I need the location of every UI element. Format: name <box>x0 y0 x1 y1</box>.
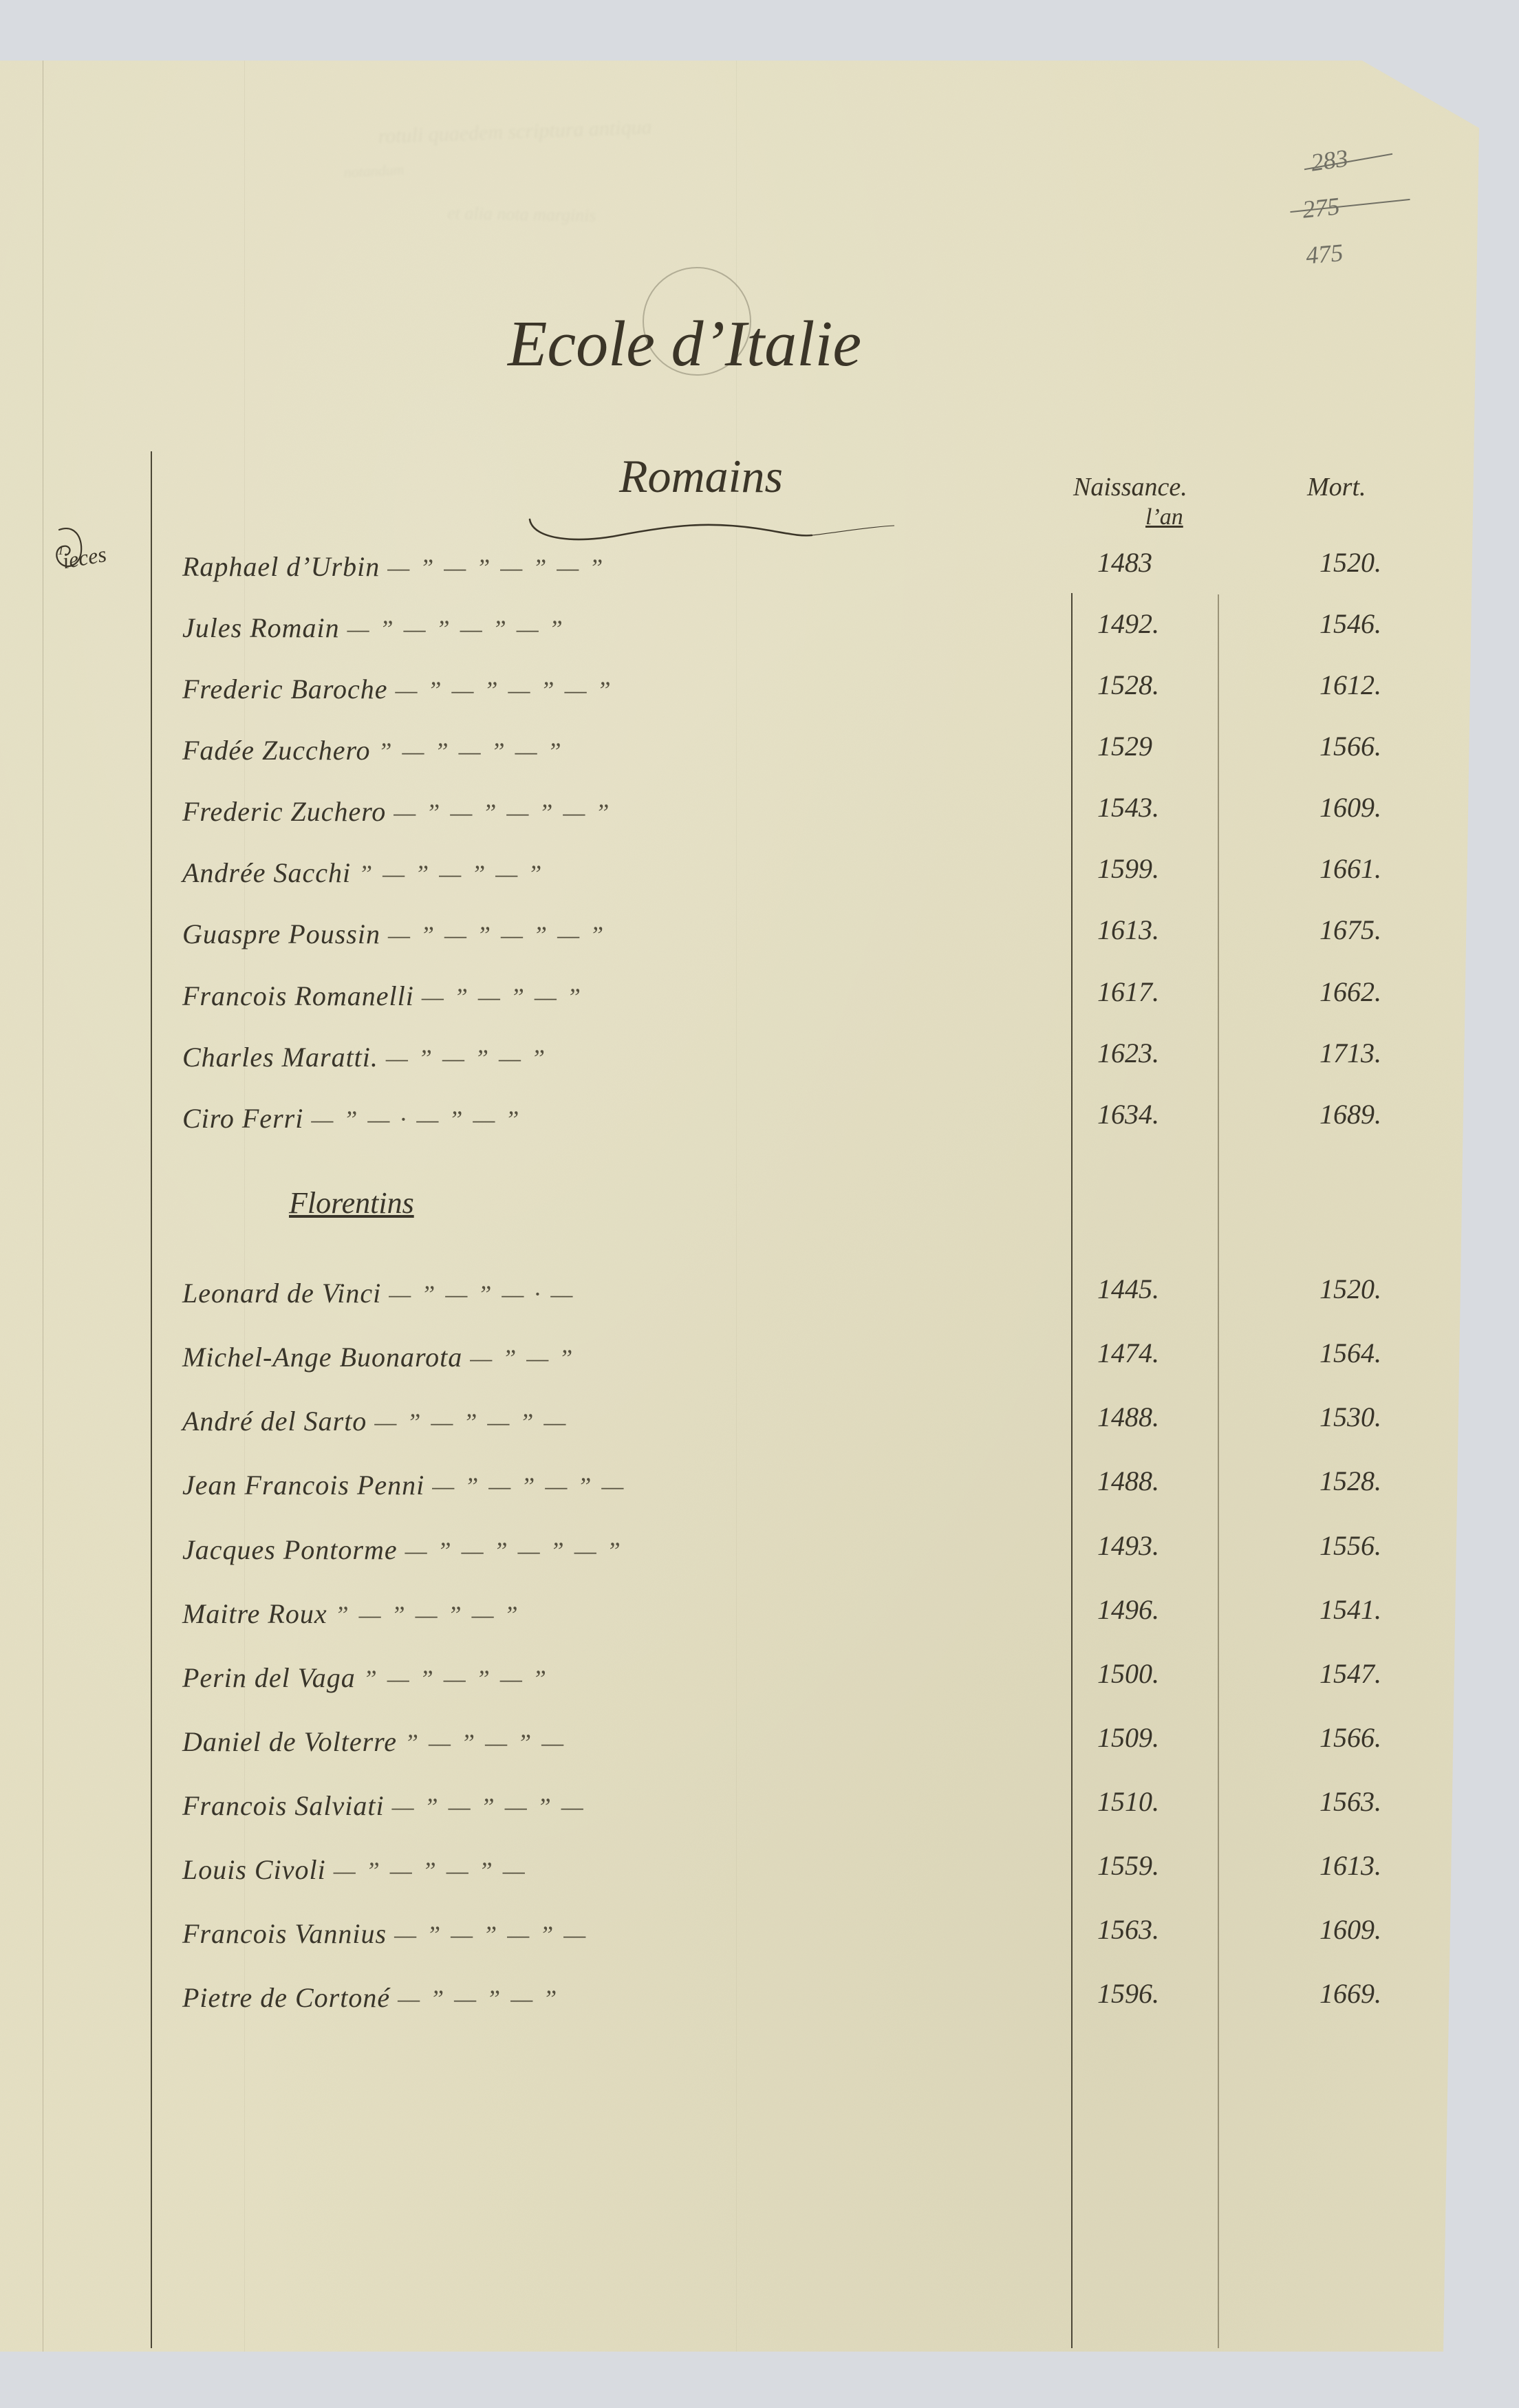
svg-text:rotuli quaedem scriptura antiq: rotuli quaedem scriptura antiqua <box>378 116 652 148</box>
svg-text:et alia nota marginis: et alia nota marginis <box>447 203 596 226</box>
svg-text:notandum: notandum <box>343 160 405 181</box>
